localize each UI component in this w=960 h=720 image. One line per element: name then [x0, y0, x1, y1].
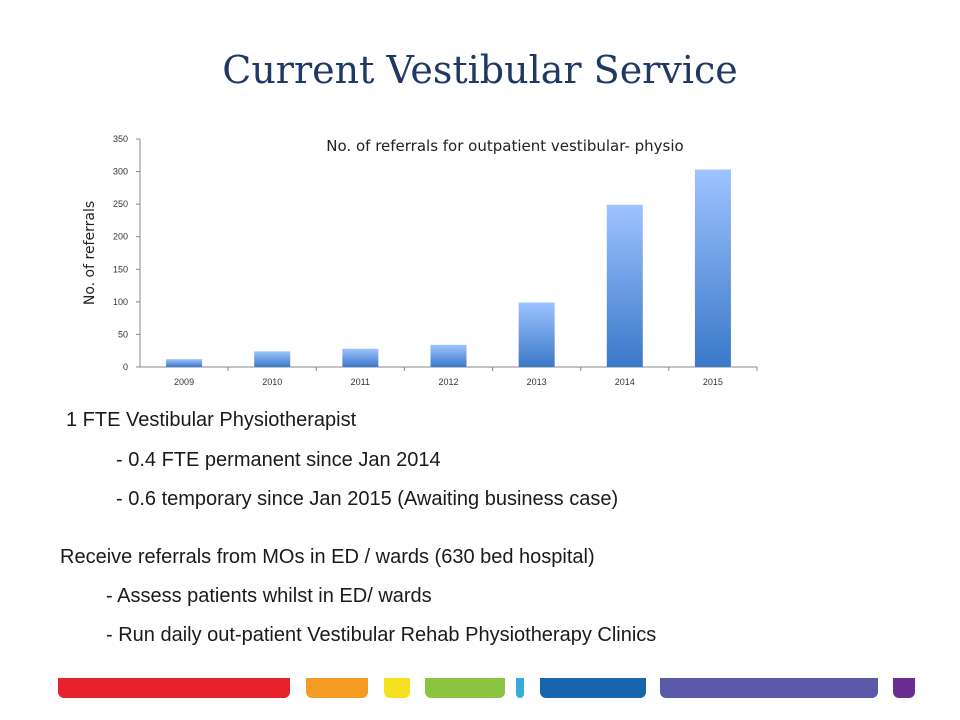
referrals-line-clinics: - Run daily out-patient Vestibular Rehab… — [106, 624, 657, 646]
x-tick-label: 2010 — [262, 377, 282, 387]
footer-segment-orange — [306, 678, 368, 698]
x-tick-label: 2015 — [703, 377, 723, 387]
y-tick-label: 350 — [113, 134, 128, 144]
y-tick-label: 50 — [118, 329, 128, 339]
bar-2012 — [430, 344, 467, 367]
chart-title: No. of referrals for outpatient vestibul… — [326, 137, 683, 155]
y-tick-label: 300 — [113, 167, 128, 177]
referrals-bar-chart: 0 50 100 150 200 250 300 350 2009 2010 2011 2012 201… — [82, 134, 758, 387]
y-tick-label: 100 — [113, 297, 128, 307]
y-axis-label: No. of referrals — [82, 201, 98, 305]
y-tick-label: 200 — [113, 232, 128, 242]
x-tick-label: 2011 — [351, 377, 370, 387]
footer-segment-purple — [893, 678, 915, 698]
y-tick-label: 250 — [113, 199, 128, 209]
footer-segment-yellow — [384, 678, 410, 698]
y-tick-label: 150 — [113, 264, 128, 274]
slide-title: Current Vestibular Service — [222, 48, 738, 92]
bar-2013 — [518, 302, 555, 367]
bar-2014 — [606, 204, 643, 367]
staffing-heading: 1 FTE Vestibular Physiotherapist — [66, 409, 357, 431]
footer-color-strip — [0, 678, 960, 702]
staffing-line-temporary: - 0.6 temporary since Jan 2015 (Awaiting… — [116, 488, 619, 510]
bar-2011 — [342, 348, 379, 367]
referrals-heading: Receive referrals from MOs in ED / wards… — [60, 546, 595, 568]
y-tick-label: 0 — [123, 362, 128, 372]
footer-segment-blue — [540, 678, 646, 698]
x-tick-label: 2012 — [438, 377, 458, 387]
x-tick-label: 2009 — [174, 377, 194, 387]
bar-2015 — [694, 169, 731, 367]
x-tick-label: 2014 — [615, 377, 635, 387]
footer-segment-indigo — [660, 678, 878, 698]
referrals-line-assess: - Assess patients whilst in ED/ wards — [106, 585, 432, 607]
footer-segment-lightblue — [516, 678, 524, 698]
footer-segment-green — [425, 678, 505, 698]
bar-2010 — [254, 351, 291, 367]
bar-2009 — [166, 359, 203, 367]
x-tick-label: 2013 — [527, 377, 547, 387]
staffing-line-permanent: - 0.4 FTE permanent since Jan 2014 — [116, 449, 441, 471]
footer-segment-red — [58, 678, 290, 698]
